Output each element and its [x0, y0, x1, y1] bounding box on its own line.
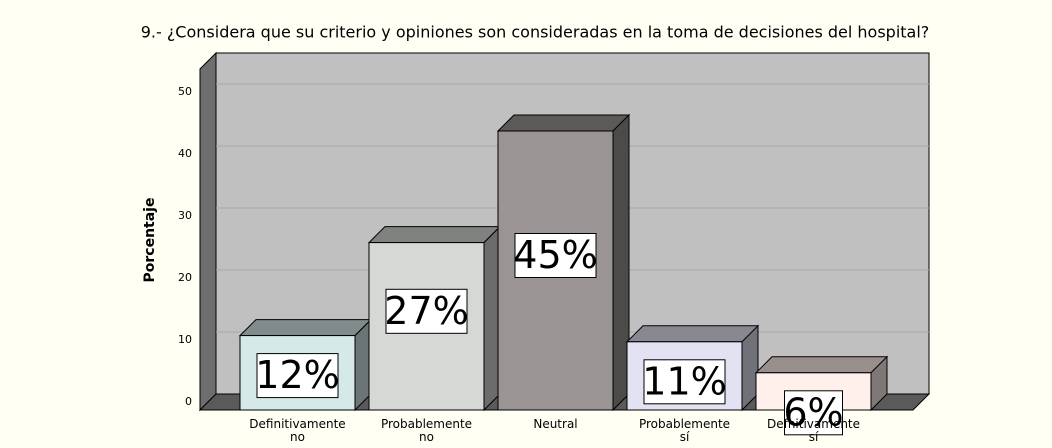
- y-tick-label: 0: [185, 395, 192, 408]
- value-label-box: [643, 359, 726, 405]
- bar-top: [754, 356, 889, 374]
- value-label: 6%: [783, 390, 843, 434]
- y-tick-label: 40: [178, 147, 192, 160]
- value-label-box: [514, 233, 597, 278]
- value-label: 11%: [642, 359, 726, 403]
- x-tick-label: Probablemente no: [381, 417, 472, 444]
- y-tick-label: 10: [178, 333, 192, 346]
- y-tick-label: 50: [178, 85, 192, 98]
- bar-top: [367, 226, 502, 244]
- y-axis-label: Porcentaje: [142, 198, 158, 283]
- bar-top: [496, 114, 631, 132]
- value-label-box: [256, 353, 339, 399]
- x-tick-label-line: no: [290, 430, 305, 444]
- value-label: 12%: [255, 353, 339, 397]
- x-tick-label-line: Neutral: [533, 417, 577, 431]
- bar-top: [625, 325, 760, 343]
- x-tick-label: Defnitivamente sí: [767, 417, 860, 444]
- x-tick-label-line: sí: [680, 430, 690, 444]
- x-tick-label-line: sí: [809, 430, 819, 444]
- bar: [754, 355, 889, 412]
- y-tick-label: 30: [178, 209, 192, 222]
- value-label: 45%: [513, 233, 597, 277]
- x-tick-label-line: Definitivamente: [249, 417, 345, 431]
- x-tick-label: Probablemente sí: [639, 417, 730, 444]
- x-tick-label-line: Probablemente: [381, 417, 472, 431]
- x-tick-label: Neutral: [533, 417, 577, 431]
- x-tick-label-line: Defnitivamente: [767, 417, 860, 431]
- y-tick-label: 20: [178, 271, 192, 284]
- x-tick-label: Definitivamente no: [249, 417, 345, 444]
- x-tick-label-line: Probablemente: [639, 417, 730, 431]
- value-label: 27%: [384, 289, 468, 333]
- x-tick-label-line: no: [419, 430, 434, 444]
- value-label-box: [385, 288, 468, 334]
- value-label-box: [784, 390, 843, 436]
- bar-top: [238, 319, 373, 337]
- left-wall: [199, 51, 217, 412]
- chart-title: 9.- ¿Considera que su criterio y opinion…: [141, 23, 930, 42]
